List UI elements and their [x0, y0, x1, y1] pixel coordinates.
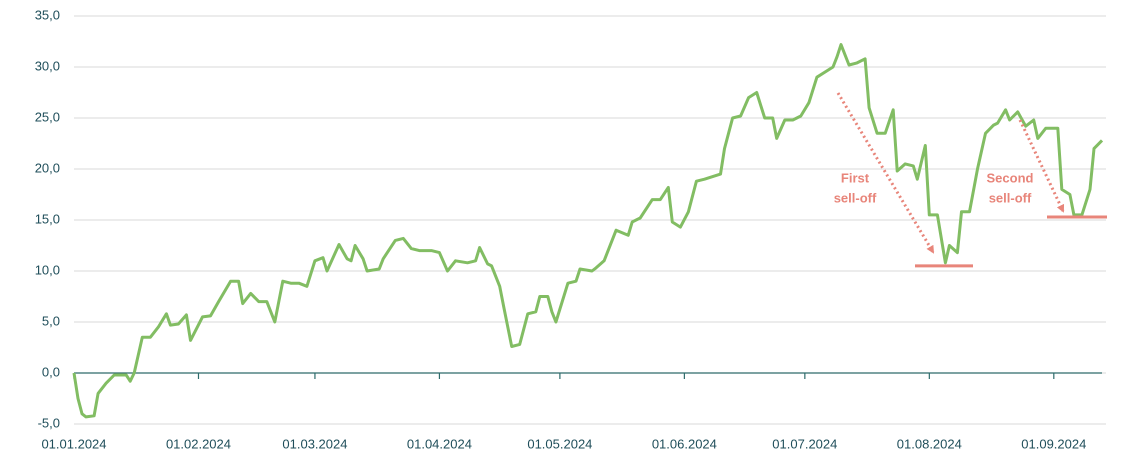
annotation-arrow [836, 92, 935, 254]
y-tick-label: 20,0 [35, 160, 60, 175]
y-tick-label: 10,0 [35, 262, 60, 277]
annotation-text: sell-off [834, 190, 877, 205]
annotation-arrow [1018, 119, 1065, 213]
y-tick-label: 25,0 [35, 109, 60, 124]
y-tick-label: 30,0 [35, 58, 60, 73]
y-tick-label: 5,0 [42, 313, 60, 328]
x-tick-label: 01.02.2024 [166, 436, 231, 451]
x-tick-label: 01.08.2024 [897, 436, 962, 451]
x-tick-label: 01.07.2024 [772, 436, 837, 451]
y-tick-label: 15,0 [35, 211, 60, 226]
y-tick-label: 0,0 [42, 364, 60, 379]
y-tick-label: -5,0 [38, 415, 60, 430]
annotation-text: Second [987, 170, 1034, 185]
x-tick-label: 01.03.2024 [282, 436, 347, 451]
x-tick-label: 01.09.2024 [1021, 436, 1086, 451]
x-tick-label: 01.05.2024 [527, 436, 592, 451]
x-tick-label: 01.01.2024 [41, 436, 106, 451]
annotation-text: First [841, 170, 870, 185]
data-line [72, 43, 1104, 419]
x-tick-label: 01.04.2024 [407, 436, 472, 451]
x-tick-label: 01.06.2024 [652, 436, 717, 451]
annotation-text: sell-off [989, 190, 1032, 205]
y-tick-label: 35,0 [35, 7, 60, 22]
